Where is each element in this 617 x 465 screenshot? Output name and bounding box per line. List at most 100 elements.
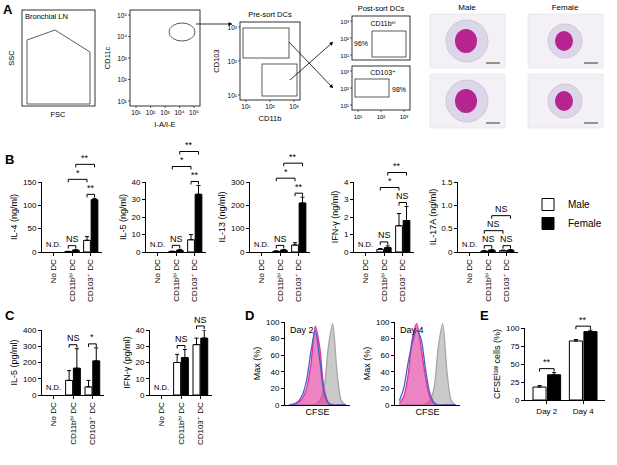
svg-text:100: 100 xyxy=(23,375,37,384)
svg-text:FSC: FSC xyxy=(51,110,67,119)
svg-text:0: 0 xyxy=(448,248,453,257)
svg-text:B: B xyxy=(5,152,14,167)
svg-text:N.D.: N.D. xyxy=(154,383,169,392)
svg-text:CFSE: CFSE xyxy=(415,407,439,417)
svg-text:10²: 10² xyxy=(265,103,275,110)
svg-text:60: 60 xyxy=(380,351,389,360)
svg-text:10³: 10³ xyxy=(118,55,128,62)
svg-text:10³: 10³ xyxy=(340,69,349,75)
svg-text:N.D.: N.D. xyxy=(46,383,61,392)
svg-text:4: 4 xyxy=(344,178,349,187)
svg-text:IL-5 (ng/ml): IL-5 (ng/ml) xyxy=(118,194,128,240)
svg-text:200: 200 xyxy=(231,201,245,210)
svg-text:Day 4: Day 4 xyxy=(400,325,424,335)
svg-text:CD11bʰⁱ DC: CD11bʰⁱ DC xyxy=(484,259,493,302)
svg-text:CD103⁺: CD103⁺ xyxy=(370,69,396,76)
svg-text:No DC: No DC xyxy=(257,259,266,283)
svg-text:10²: 10² xyxy=(340,86,349,92)
svg-text:10²: 10² xyxy=(340,36,349,42)
svg-text:CD103⁺ DC: CD103⁺ DC xyxy=(86,259,95,302)
svg-text:10³: 10³ xyxy=(400,114,409,120)
svg-text:300: 300 xyxy=(23,342,37,351)
svg-text:10²: 10² xyxy=(118,76,128,83)
svg-text:0: 0 xyxy=(515,396,520,405)
svg-text:96%: 96% xyxy=(354,40,368,47)
svg-text:80: 80 xyxy=(380,334,389,343)
svg-text:NS: NS xyxy=(378,230,391,240)
svg-text:No DC: No DC xyxy=(49,402,58,426)
svg-text:CD11b: CD11b xyxy=(259,114,282,123)
svg-text:400: 400 xyxy=(23,326,37,335)
svg-text:NS: NS xyxy=(175,334,188,344)
svg-text:25: 25 xyxy=(510,378,519,387)
svg-text:CD11bʰⁱ DC: CD11bʰⁱ DC xyxy=(172,259,181,302)
svg-text:*: * xyxy=(76,168,80,178)
svg-text:CD11bʰⁱ DC: CD11bʰⁱ DC xyxy=(177,402,186,445)
svg-text:NS: NS xyxy=(500,234,513,244)
svg-text:10³: 10³ xyxy=(289,103,299,110)
svg-text:N.D.: N.D. xyxy=(358,240,373,249)
svg-text:Bronchial LN: Bronchial LN xyxy=(25,12,68,21)
svg-text:A: A xyxy=(3,2,13,17)
svg-text:NS: NS xyxy=(66,234,79,244)
svg-text:Male: Male xyxy=(458,3,476,12)
svg-text:N.D.: N.D. xyxy=(46,240,61,249)
svg-text:10²: 10² xyxy=(146,109,156,116)
svg-text:Female: Female xyxy=(552,3,579,12)
svg-text:10¹: 10¹ xyxy=(228,92,238,99)
svg-text:20: 20 xyxy=(380,384,389,393)
svg-text:20: 20 xyxy=(270,384,279,393)
svg-text:50: 50 xyxy=(27,224,36,233)
svg-text:**: ** xyxy=(185,140,193,150)
svg-text:0: 0 xyxy=(136,248,141,257)
svg-text:80: 80 xyxy=(270,334,279,343)
svg-text:Max (%): Max (%) xyxy=(362,347,372,381)
svg-text:10³: 10³ xyxy=(160,109,170,116)
svg-text:IL-5 (pg/ml): IL-5 (pg/ml) xyxy=(9,339,19,385)
svg-text:Pre-sort DCs: Pre-sort DCs xyxy=(248,10,292,19)
svg-text:CD103⁺ DC: CD103⁺ DC xyxy=(196,402,205,445)
svg-text:No DC: No DC xyxy=(465,259,474,283)
svg-text:No DC: No DC xyxy=(153,259,162,283)
svg-text:0: 0 xyxy=(32,391,37,400)
svg-text:*: * xyxy=(388,176,392,186)
svg-text:200: 200 xyxy=(23,358,37,367)
svg-text:CFSE: CFSE xyxy=(305,407,329,417)
svg-text:10⁵: 10⁵ xyxy=(117,12,127,19)
svg-text:CD103⁺ DC: CD103⁺ DC xyxy=(88,402,97,445)
svg-text:N.D.: N.D. xyxy=(254,240,269,249)
svg-text:C: C xyxy=(5,308,15,323)
svg-text:10²: 10² xyxy=(228,58,238,65)
svg-text:10¹: 10¹ xyxy=(340,103,349,109)
svg-text:10¹: 10¹ xyxy=(118,98,128,105)
svg-text:10⁵: 10⁵ xyxy=(189,109,199,116)
svg-text:100: 100 xyxy=(266,318,280,327)
svg-text:2: 2 xyxy=(344,213,349,222)
svg-text:10³: 10³ xyxy=(228,24,238,31)
svg-text:I-A/I-E: I-A/I-E xyxy=(154,120,175,129)
svg-text:*: * xyxy=(180,155,184,165)
svg-text:N.D.: N.D. xyxy=(462,240,477,249)
svg-text:NS: NS xyxy=(396,191,409,201)
svg-text:Post-sort DCs: Post-sort DCs xyxy=(358,4,405,13)
svg-text:300: 300 xyxy=(231,178,245,187)
svg-text:3: 3 xyxy=(344,195,349,204)
svg-text:10¹: 10¹ xyxy=(354,114,363,120)
svg-text:10¹: 10¹ xyxy=(340,53,349,59)
svg-text:1.5: 1.5 xyxy=(441,178,453,187)
svg-text:10⁴: 10⁴ xyxy=(117,33,127,40)
svg-text:100: 100 xyxy=(23,201,37,210)
svg-text:E: E xyxy=(480,308,489,323)
svg-text:10⁴: 10⁴ xyxy=(174,109,184,116)
svg-text:30: 30 xyxy=(135,342,144,351)
svg-text:100: 100 xyxy=(376,318,390,327)
svg-text:75: 75 xyxy=(510,342,519,351)
svg-text:0: 0 xyxy=(140,391,145,400)
svg-text:10³: 10³ xyxy=(340,19,349,25)
svg-text:NS: NS xyxy=(495,204,508,214)
svg-text:No DC: No DC xyxy=(157,402,166,426)
svg-text:*: * xyxy=(90,332,94,342)
svg-text:CFSEˡᵒʷ cells (%): CFSEˡᵒʷ cells (%) xyxy=(492,329,502,399)
svg-text:CD103⁺ DC: CD103⁺ DC xyxy=(190,259,199,302)
svg-text:*: * xyxy=(284,167,288,177)
